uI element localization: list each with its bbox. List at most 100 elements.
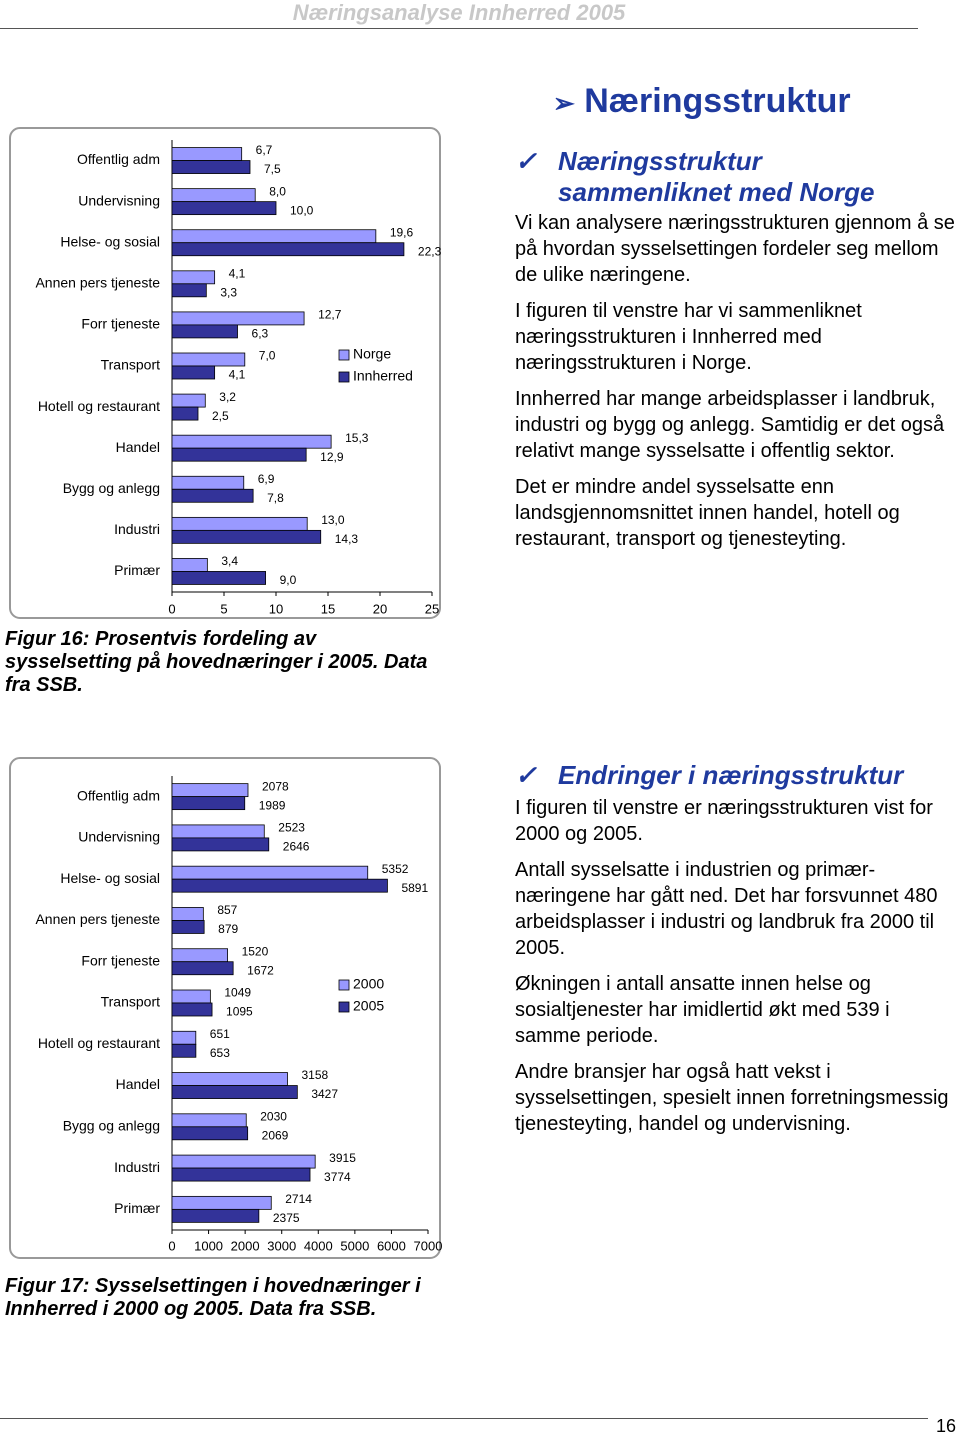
- bar: [171, 1154, 316, 1169]
- y-tick-label: Helse- og sosial: [60, 233, 160, 249]
- x-tick-label: 6000: [377, 1238, 406, 1253]
- bar: [171, 201, 277, 216]
- y-tick-label: Hotell og restaurant: [38, 1035, 160, 1051]
- chart-frame: [9, 127, 441, 619]
- bar: [171, 283, 207, 298]
- y-tick-label: Transport: [101, 994, 161, 1010]
- bar: [171, 1113, 247, 1128]
- y-tick-label: Annen pers tjeneste: [35, 275, 160, 291]
- part1-title: ✓ Næringsstruktur sammenliknet med Norge: [515, 146, 955, 208]
- x-tick-label: 5: [220, 601, 227, 616]
- x-tick-label: 2000: [231, 1238, 260, 1253]
- bar: [171, 324, 238, 339]
- section-title: ➢ Næringsstruktur: [553, 82, 851, 120]
- bar: [171, 188, 256, 203]
- y-tick-label: Offentlig adm: [77, 787, 160, 803]
- bar: [171, 1085, 298, 1099]
- bar: [171, 352, 246, 367]
- x-tick-label: 25: [425, 601, 439, 616]
- value-label: 3915: [329, 1151, 356, 1165]
- value-label: 2,5: [212, 409, 229, 423]
- x-tick-label: 0: [168, 601, 175, 616]
- value-label: 12,9: [320, 450, 344, 464]
- bar: [171, 1195, 272, 1210]
- x-tick-label: 20: [373, 601, 387, 616]
- paragraph: Økningen i antall ansatte innen helse og…: [515, 973, 890, 1047]
- legend-label: 2005: [353, 998, 384, 1014]
- value-label: 857: [217, 903, 237, 917]
- value-label: 3,3: [220, 285, 237, 299]
- bar: [171, 434, 332, 449]
- x-tick-label: 3000: [267, 1238, 296, 1253]
- legend-label: Norge: [353, 346, 391, 362]
- y-tick-label: Undervisning: [78, 192, 160, 208]
- value-label: 3427: [311, 1087, 338, 1101]
- value-label: 3158: [301, 1068, 328, 1082]
- paragraph: Vi kan analysere næringsstrukturen gjenn…: [515, 212, 955, 286]
- bar: [171, 1043, 197, 1058]
- value-label: 879: [218, 922, 238, 936]
- legend-label: 2000: [353, 976, 384, 992]
- bar: [171, 989, 211, 1004]
- caption: Figur 16: Prosentvis fordeling av syssel…: [5, 628, 428, 696]
- paragraph: Andre bransjer har også hatt vekst i sys…: [515, 1061, 949, 1135]
- value-label: 3,2: [219, 390, 236, 404]
- bar: [171, 1002, 213, 1017]
- page-number: 16: [936, 1416, 957, 1436]
- bar: [171, 1030, 197, 1045]
- value-label: 4,1: [229, 368, 246, 382]
- value-label: 2523: [278, 821, 305, 835]
- footer-rule: [0, 1418, 928, 1419]
- bar: [171, 406, 199, 421]
- value-label: 2714: [285, 1192, 312, 1206]
- bar: [171, 783, 249, 798]
- value-label: 14,3: [335, 532, 359, 546]
- bar: [171, 365, 216, 380]
- y-tick-label: Forr tjeneste: [81, 952, 160, 968]
- value-label: 5352: [382, 862, 409, 876]
- bar: [171, 907, 204, 921]
- bar: [171, 1167, 311, 1182]
- paragraph: Innherred har mange arbeidsplasser i lan…: [515, 388, 945, 462]
- value-label: 3,4: [221, 554, 238, 568]
- value-label: 6,7: [256, 143, 273, 157]
- y-tick-label: Primær: [114, 562, 160, 578]
- value-label: 653: [210, 1046, 230, 1060]
- value-label: 19,6: [390, 225, 414, 239]
- y-tick-label: Transport: [101, 357, 161, 373]
- value-label: 6,9: [258, 472, 275, 486]
- bar: [171, 878, 388, 893]
- value-label: 2078: [262, 779, 289, 793]
- paragraph: I figuren til venstre har vi sammenlikne…: [515, 300, 862, 374]
- bar: [171, 160, 251, 174]
- bar: [171, 961, 234, 976]
- chart: 0 5 10 15 20 25 Offentlig adm 6,7 7,5 Undervisnin…: [9, 127, 442, 619]
- value-label: 1095: [226, 1005, 253, 1019]
- y-tick-label: Bygg og anlegg: [63, 480, 160, 496]
- part2-title: ✓ Endringer i næringsstruktur: [515, 760, 904, 790]
- header: Næringsanalyse Innherred 2005: [0, 0, 918, 29]
- chart: 0 1000 2000 3000 4000 5000 6000 7000 Offentlig a…: [9, 757, 442, 1259]
- bar: [171, 796, 246, 811]
- value-label: 1049: [224, 986, 251, 1000]
- bar: [171, 475, 245, 490]
- value-label: 7,5: [264, 162, 281, 176]
- y-tick-label: Bygg og anlegg: [63, 1118, 160, 1134]
- y-tick-label: Industri: [114, 1159, 160, 1175]
- value-label: 10,0: [290, 203, 314, 217]
- value-label: 5891: [401, 881, 428, 895]
- value-label: 6,3: [252, 327, 269, 341]
- part1: ✓ Næringsstruktur sammenliknet med Norge…: [515, 146, 955, 562]
- bar: [171, 837, 270, 852]
- x-tick-label: 5000: [340, 1238, 369, 1253]
- bar: [171, 229, 377, 244]
- bar: [171, 1208, 260, 1223]
- legend-box: [334, 340, 428, 394]
- bar: [171, 1126, 249, 1141]
- value-label: 8,0: [269, 184, 286, 198]
- bar: [171, 242, 405, 257]
- bar: [171, 948, 228, 963]
- value-label: 4,1: [229, 266, 246, 280]
- value-label: 9,0: [280, 573, 297, 587]
